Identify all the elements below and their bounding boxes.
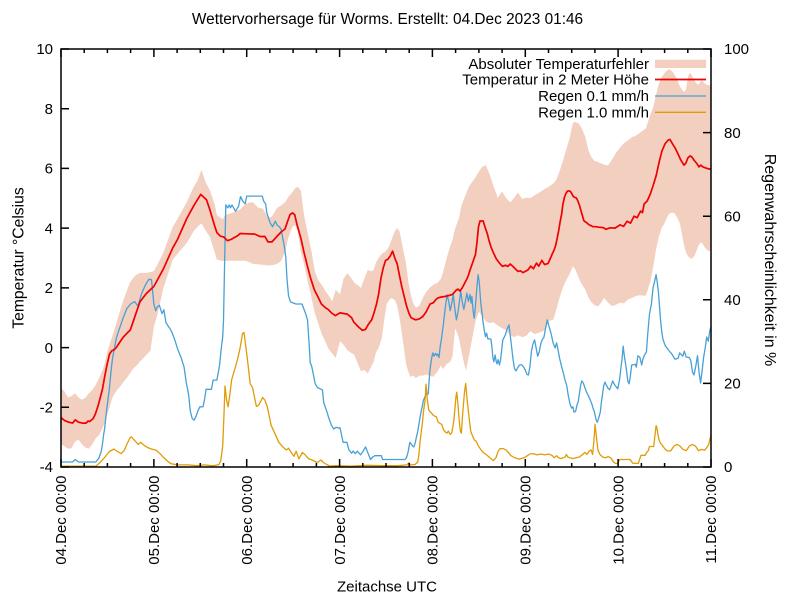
svg-text:60: 60 [724, 208, 741, 225]
svg-text:10: 10 [36, 41, 53, 58]
svg-text:-2: -2 [40, 400, 53, 417]
svg-text:0: 0 [724, 459, 732, 476]
svg-text:0: 0 [45, 340, 53, 357]
svg-text:05.Dec 00:00: 05.Dec 00:00 [146, 476, 163, 565]
svg-text:11.Dec 00:00: 11.Dec 00:00 [703, 476, 720, 564]
svg-text:Temperatur in 2 Meter Höhe: Temperatur in 2 Meter Höhe [462, 72, 649, 89]
svg-text:100: 100 [724, 41, 749, 58]
svg-text:8: 8 [45, 101, 53, 118]
svg-text:Wettervorhersage für Worms. Er: Wettervorhersage für Worms. Erstellt: 04… [192, 11, 583, 28]
svg-text:Regen 0.1 mm/h: Regen 0.1 mm/h [538, 88, 649, 105]
svg-text:6: 6 [45, 161, 53, 178]
svg-text:20: 20 [724, 376, 741, 393]
svg-text:Regenwahrscheinlichkeit in %: Regenwahrscheinlichkeit in % [761, 154, 778, 367]
svg-text:Zeitachse UTC: Zeitachse UTC [337, 579, 437, 596]
svg-text:06.Dec 00:00: 06.Dec 00:00 [239, 476, 256, 565]
svg-text:04.Dec 00:00: 04.Dec 00:00 [53, 476, 70, 565]
svg-text:08.Dec 00:00: 08.Dec 00:00 [425, 476, 442, 565]
svg-text:Temperatur °Celsius: Temperatur °Celsius [11, 187, 28, 329]
svg-text:Absoluter Temperaturfehler: Absoluter Temperaturfehler [468, 56, 649, 73]
svg-text:40: 40 [724, 292, 741, 309]
svg-text:10.Dec 00:00: 10.Dec 00:00 [610, 476, 627, 565]
svg-text:4: 4 [45, 220, 53, 237]
svg-text:09.Dec 00:00: 09.Dec 00:00 [518, 476, 535, 565]
svg-text:-4: -4 [40, 459, 53, 476]
svg-text:80: 80 [724, 125, 741, 142]
svg-text:07.Dec 00:00: 07.Dec 00:00 [332, 476, 349, 565]
svg-text:Regen 1.0 mm/h: Regen 1.0 mm/h [538, 105, 649, 122]
svg-text:2: 2 [45, 280, 53, 297]
